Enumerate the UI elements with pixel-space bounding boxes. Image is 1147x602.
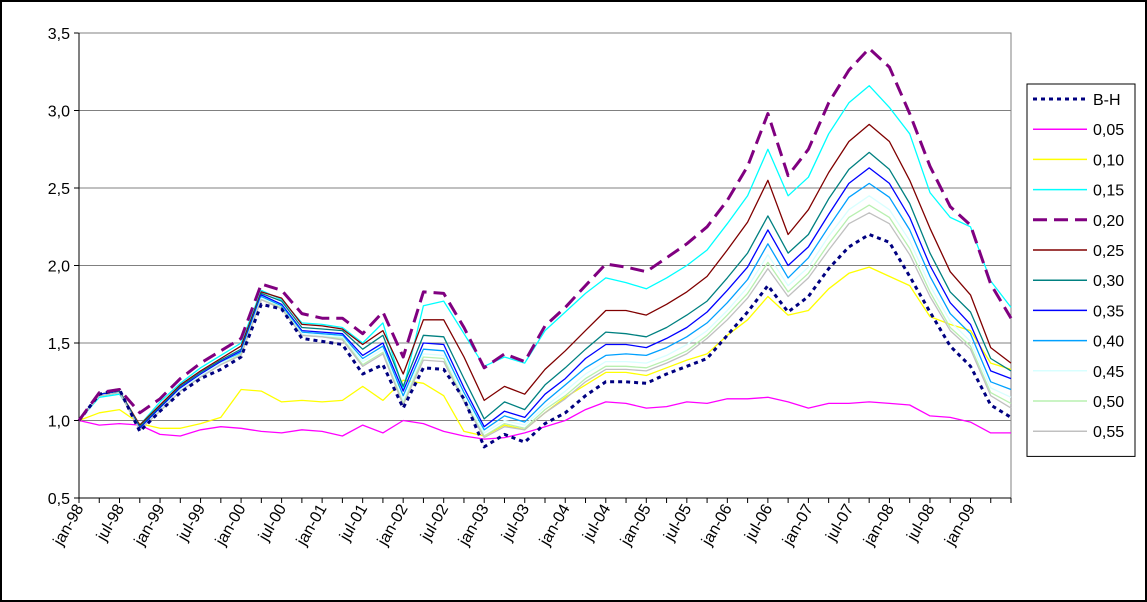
series-line [78,151,1012,428]
y-tick-label: 3,0 [48,104,70,121]
x-tick-label: jul-08 [904,501,939,544]
x-tick-label: jan-99 [131,501,169,549]
legend-label: 0,15 [1093,183,1124,200]
series-line [78,85,1012,426]
series-line [78,204,1012,437]
legend-label: 0,25 [1093,243,1124,260]
legend: B-H 0,05 0,10 0,15 0,20 0,25 0,30 0,35 0,40 0,45 0… [1026,83,1136,457]
legend-label: 0,55 [1093,424,1124,441]
legend-label: 0,35 [1093,303,1124,320]
series-line [77,233,1012,449]
x-tick-label: jul-03 [498,501,533,544]
y-tick-label: 1,5 [48,336,70,353]
series-line [78,396,1011,440]
y-tick-label: 2,5 [48,181,70,198]
x-tick-label: jul-01 [336,501,371,544]
x-tick-label: jan-09 [941,501,979,549]
legend-label: 0,10 [1093,152,1124,169]
x-tick-label: jan-07 [779,501,817,549]
series-line [78,167,1012,429]
x-tick-label: jan-02 [374,501,412,549]
x-tick-label: jan-04 [536,501,574,549]
x-tick-label: jul-05 [660,501,695,544]
legend-label: 0,40 [1093,334,1124,351]
x-tick-label: jan-03 [455,501,493,549]
y-tick-label: 2,0 [48,259,70,276]
x-tick-label: jul-00 [255,501,290,544]
series-line [78,266,1012,437]
legend-label: B-H [1093,92,1121,109]
x-tick-label: jul-99 [174,501,209,544]
x-tick-label: jul-98 [93,501,128,544]
legend-label: 0,50 [1093,394,1124,411]
x-tick-label: jul-07 [823,501,858,544]
x-tick-label: jan-98 [50,501,88,549]
series-line [78,182,1012,431]
series-line [78,212,1012,439]
y-tick-label: 1,0 [48,414,70,431]
x-tick-label: jul-02 [417,501,452,544]
x-tick-label: jul-06 [742,501,777,544]
legend-label: 0,05 [1093,122,1124,139]
x-tick-label: jan-08 [860,501,898,549]
legend-label: 0,20 [1093,213,1124,230]
x-tick-label: jan-01 [293,501,331,549]
x-tick-label: jul-04 [579,501,614,544]
y-tick-label: 0,5 [48,491,70,508]
series-line [78,195,1012,434]
legend-box [1026,83,1136,457]
x-tick-label: jan-05 [617,501,655,549]
x-tick-label: jan-00 [212,501,250,549]
legend-label: 0,45 [1093,364,1124,381]
y-tick-label: 3,5 [48,26,70,43]
series-line [78,123,1012,426]
series-lines [77,47,1013,449]
legend-label: 0,30 [1093,273,1124,290]
x-tick-label: jan-06 [698,501,736,549]
